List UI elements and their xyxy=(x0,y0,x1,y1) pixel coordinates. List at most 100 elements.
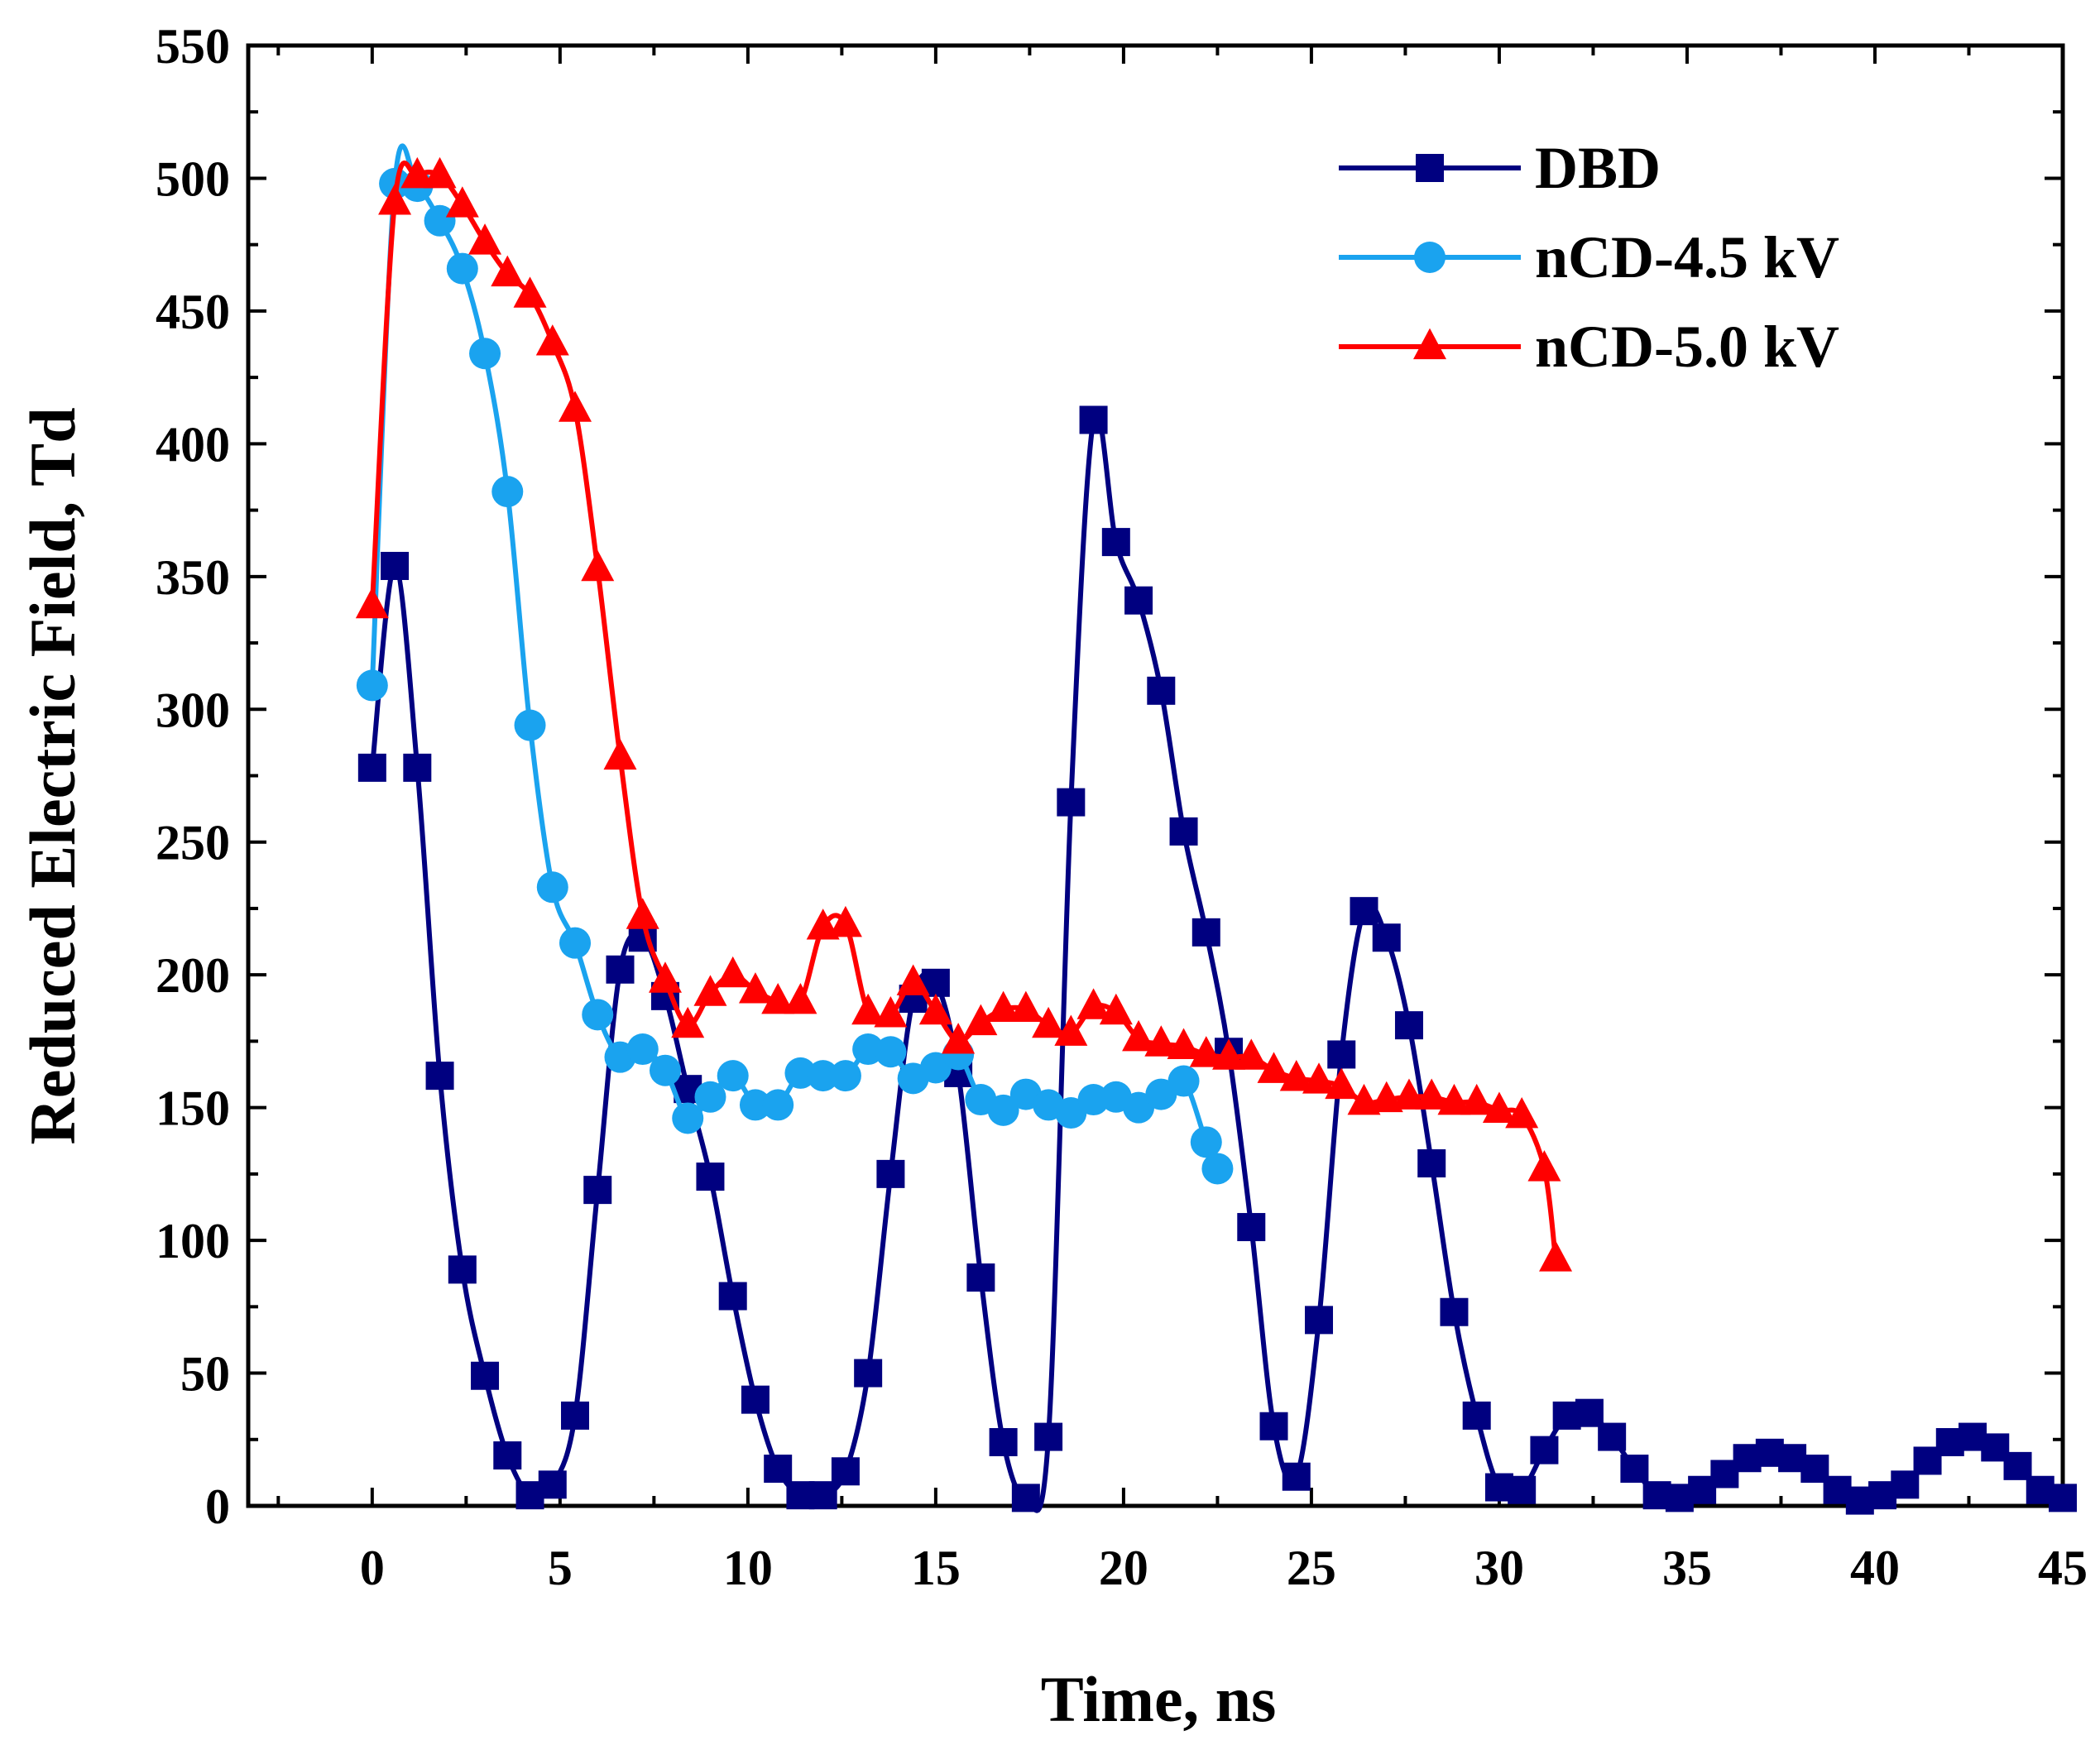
legend-marker xyxy=(1414,242,1446,273)
x-tick-label: 15 xyxy=(911,1541,961,1595)
x-tick-label: 10 xyxy=(723,1541,773,1595)
data-point xyxy=(942,1023,976,1054)
data-point xyxy=(1527,1150,1561,1182)
data-point xyxy=(762,1089,794,1121)
data-point xyxy=(1372,923,1401,952)
data-point xyxy=(896,964,930,995)
data-point xyxy=(446,252,478,285)
series-dbd xyxy=(357,405,2077,1515)
data-point xyxy=(491,255,525,287)
legend-item: nCD-5.0 kV xyxy=(1339,314,1839,380)
x-tick-label: 20 xyxy=(1099,1541,1148,1595)
data-point xyxy=(2003,1451,2032,1480)
data-point xyxy=(378,184,412,215)
data-point xyxy=(1437,1083,1471,1115)
data-point xyxy=(1257,1052,1291,1083)
data-point xyxy=(1201,1153,1234,1185)
data-point xyxy=(1032,1006,1066,1038)
data-point xyxy=(1011,1484,1040,1512)
data-point xyxy=(1099,993,1133,1025)
data-point xyxy=(851,993,885,1025)
data-point xyxy=(1392,1078,1426,1110)
series-ncd-4-5-kv xyxy=(356,143,1234,1185)
data-point xyxy=(559,391,592,422)
data-point xyxy=(1508,1475,1537,1504)
data-point xyxy=(493,1441,522,1470)
series-ncd-5-0-kv xyxy=(355,156,1573,1272)
x-tick-label: 0 xyxy=(360,1541,385,1595)
y-tick-label: 500 xyxy=(156,151,230,206)
x-axis-title: Time, ns xyxy=(1041,1663,1277,1735)
data-point xyxy=(468,223,502,255)
data-point xyxy=(1079,405,1108,434)
legend-item: nCD-4.5 kV xyxy=(1339,224,1839,290)
data-point xyxy=(1327,1040,1356,1069)
legend-marker xyxy=(1416,154,1444,182)
data-point xyxy=(1575,1398,1604,1427)
x-tick-label: 40 xyxy=(1850,1541,1900,1595)
data-point xyxy=(471,1361,500,1390)
data-point xyxy=(1305,1306,1334,1335)
data-point xyxy=(582,999,614,1031)
data-point xyxy=(1530,1436,1559,1465)
data-point xyxy=(423,156,457,189)
legend-item: DBD xyxy=(1339,135,1661,201)
data-point xyxy=(1167,1065,1200,1097)
data-point xyxy=(1440,1297,1469,1326)
y-tick-label: 100 xyxy=(156,1214,230,1268)
data-point xyxy=(1124,586,1153,615)
data-point xyxy=(874,995,908,1028)
data-point xyxy=(718,1282,747,1311)
data-point xyxy=(1167,1028,1201,1059)
data-point xyxy=(739,1089,771,1121)
legend-marker xyxy=(1413,328,1446,360)
x-tick-label: 45 xyxy=(2038,1541,2088,1595)
series-line xyxy=(369,161,1558,1259)
data-point xyxy=(918,993,952,1025)
data-point xyxy=(469,338,501,370)
data-point xyxy=(357,753,386,782)
data-point xyxy=(806,908,840,940)
y-tick-label: 200 xyxy=(156,948,230,1003)
y-tick-label: 550 xyxy=(156,19,230,74)
data-point xyxy=(648,961,682,993)
data-point xyxy=(831,1457,860,1486)
x-tick-label: 30 xyxy=(1474,1541,1524,1595)
data-point xyxy=(807,1060,839,1092)
data-point xyxy=(581,549,615,582)
data-point xyxy=(784,982,817,1014)
data-point xyxy=(1417,1149,1446,1178)
data-point xyxy=(2049,1484,2077,1512)
data-point xyxy=(356,669,388,702)
data-point xyxy=(1212,1038,1246,1070)
legend-label: nCD-4.5 kV xyxy=(1535,224,1839,290)
data-point xyxy=(1347,1083,1381,1115)
y-tick-label: 150 xyxy=(156,1081,230,1136)
legend-label: nCD-5.0 kV xyxy=(1535,314,1839,380)
data-point xyxy=(535,324,569,356)
data-point xyxy=(424,204,456,237)
data-point xyxy=(1482,1091,1516,1123)
data-point xyxy=(1282,1462,1311,1491)
data-point xyxy=(1462,1401,1491,1430)
data-point xyxy=(403,753,432,782)
data-point xyxy=(1325,1067,1359,1100)
x-tick-label: 5 xyxy=(548,1541,573,1595)
data-point xyxy=(828,905,862,937)
data-point xyxy=(381,551,410,580)
data-point xyxy=(513,276,547,308)
data-point xyxy=(1191,918,1220,947)
data-point xyxy=(355,587,389,619)
data-point xyxy=(445,186,479,218)
data-point xyxy=(741,1385,770,1414)
y-tick-label: 0 xyxy=(205,1479,230,1534)
data-point xyxy=(764,1455,793,1484)
data-point xyxy=(671,1006,705,1038)
data-point xyxy=(966,1263,995,1292)
data-point xyxy=(1144,1025,1178,1057)
data-point xyxy=(561,1401,590,1430)
x-tick-label: 35 xyxy=(1662,1541,1712,1595)
data-point xyxy=(1460,1083,1493,1115)
legend-label: DBD xyxy=(1535,135,1661,201)
data-point xyxy=(693,975,727,1006)
